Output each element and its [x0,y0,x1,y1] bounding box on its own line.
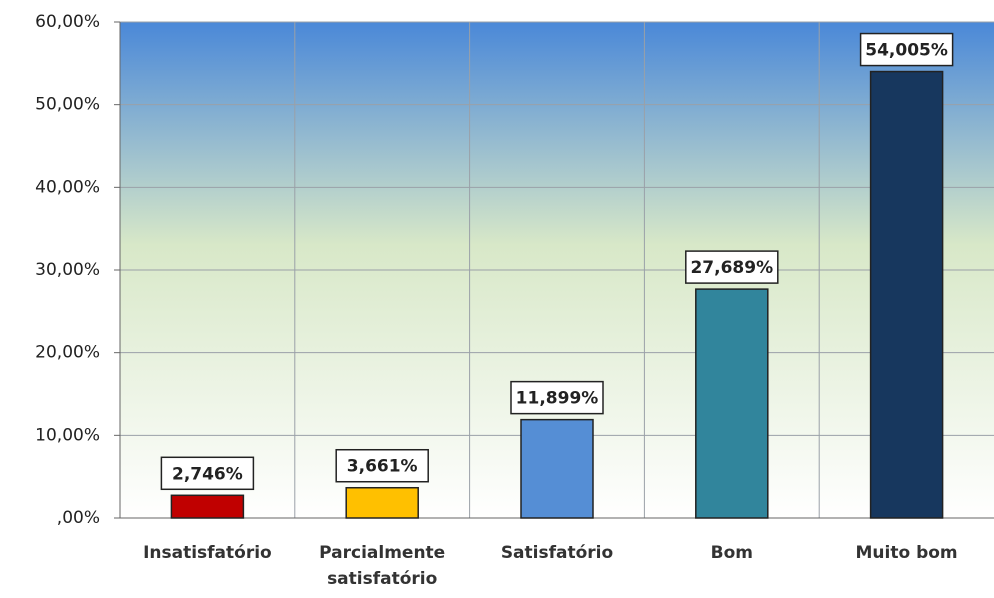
x-tick-label: Insatisfatório [143,543,272,563]
y-tick-label: 30,00% [35,260,100,280]
bar [170,494,245,519]
bar [695,288,769,519]
data-label-box [859,32,954,67]
data-label-box [335,448,429,483]
data-label: 2,746% [172,464,243,484]
y-tick-label: 50,00% [35,95,100,115]
data-label: 3,661% [347,457,418,477]
data-label-box [685,250,779,284]
y-tick-label: 10,00% [35,425,100,445]
data-label-box [510,380,604,415]
x-tick-label: Muito bom [855,543,958,563]
x-tick-label: Satisfatório [500,543,614,563]
x-tick-label: Bom [710,543,753,563]
bar [869,70,944,519]
bar [345,486,419,519]
bar [520,418,594,519]
data-label: 27,689% [690,258,773,278]
data-label: 54,005% [865,41,948,61]
y-tick-label: ,00% [57,508,100,528]
x-tick-label: Parcialmente satisfatório [319,543,446,589]
y-tick-label: 60,00% [35,12,100,32]
y-tick-label: 20,00% [35,343,100,363]
data-label: 11,899% [516,389,599,409]
y-tick-label: 40,00% [35,177,100,197]
data-label-box [160,456,255,491]
